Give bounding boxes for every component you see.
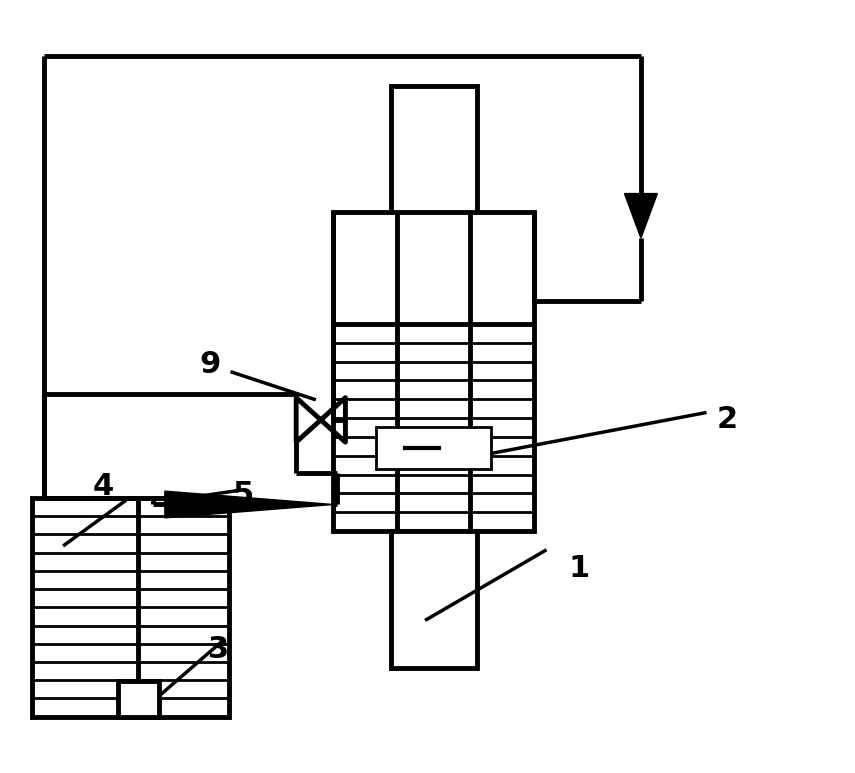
Bar (391, 531, 477, 669)
Text: 2: 2 (716, 405, 738, 434)
Bar (391, 86, 477, 230)
Text: 9: 9 (199, 349, 221, 379)
Polygon shape (624, 193, 657, 238)
Text: 3: 3 (208, 635, 229, 665)
Bar (333, 212, 534, 531)
Polygon shape (165, 491, 333, 518)
Bar (118, 681, 159, 717)
Text: 5: 5 (233, 479, 253, 509)
Text: 4: 4 (92, 472, 114, 501)
Bar (376, 427, 491, 469)
Text: 1: 1 (569, 553, 590, 583)
Bar (32, 498, 229, 717)
